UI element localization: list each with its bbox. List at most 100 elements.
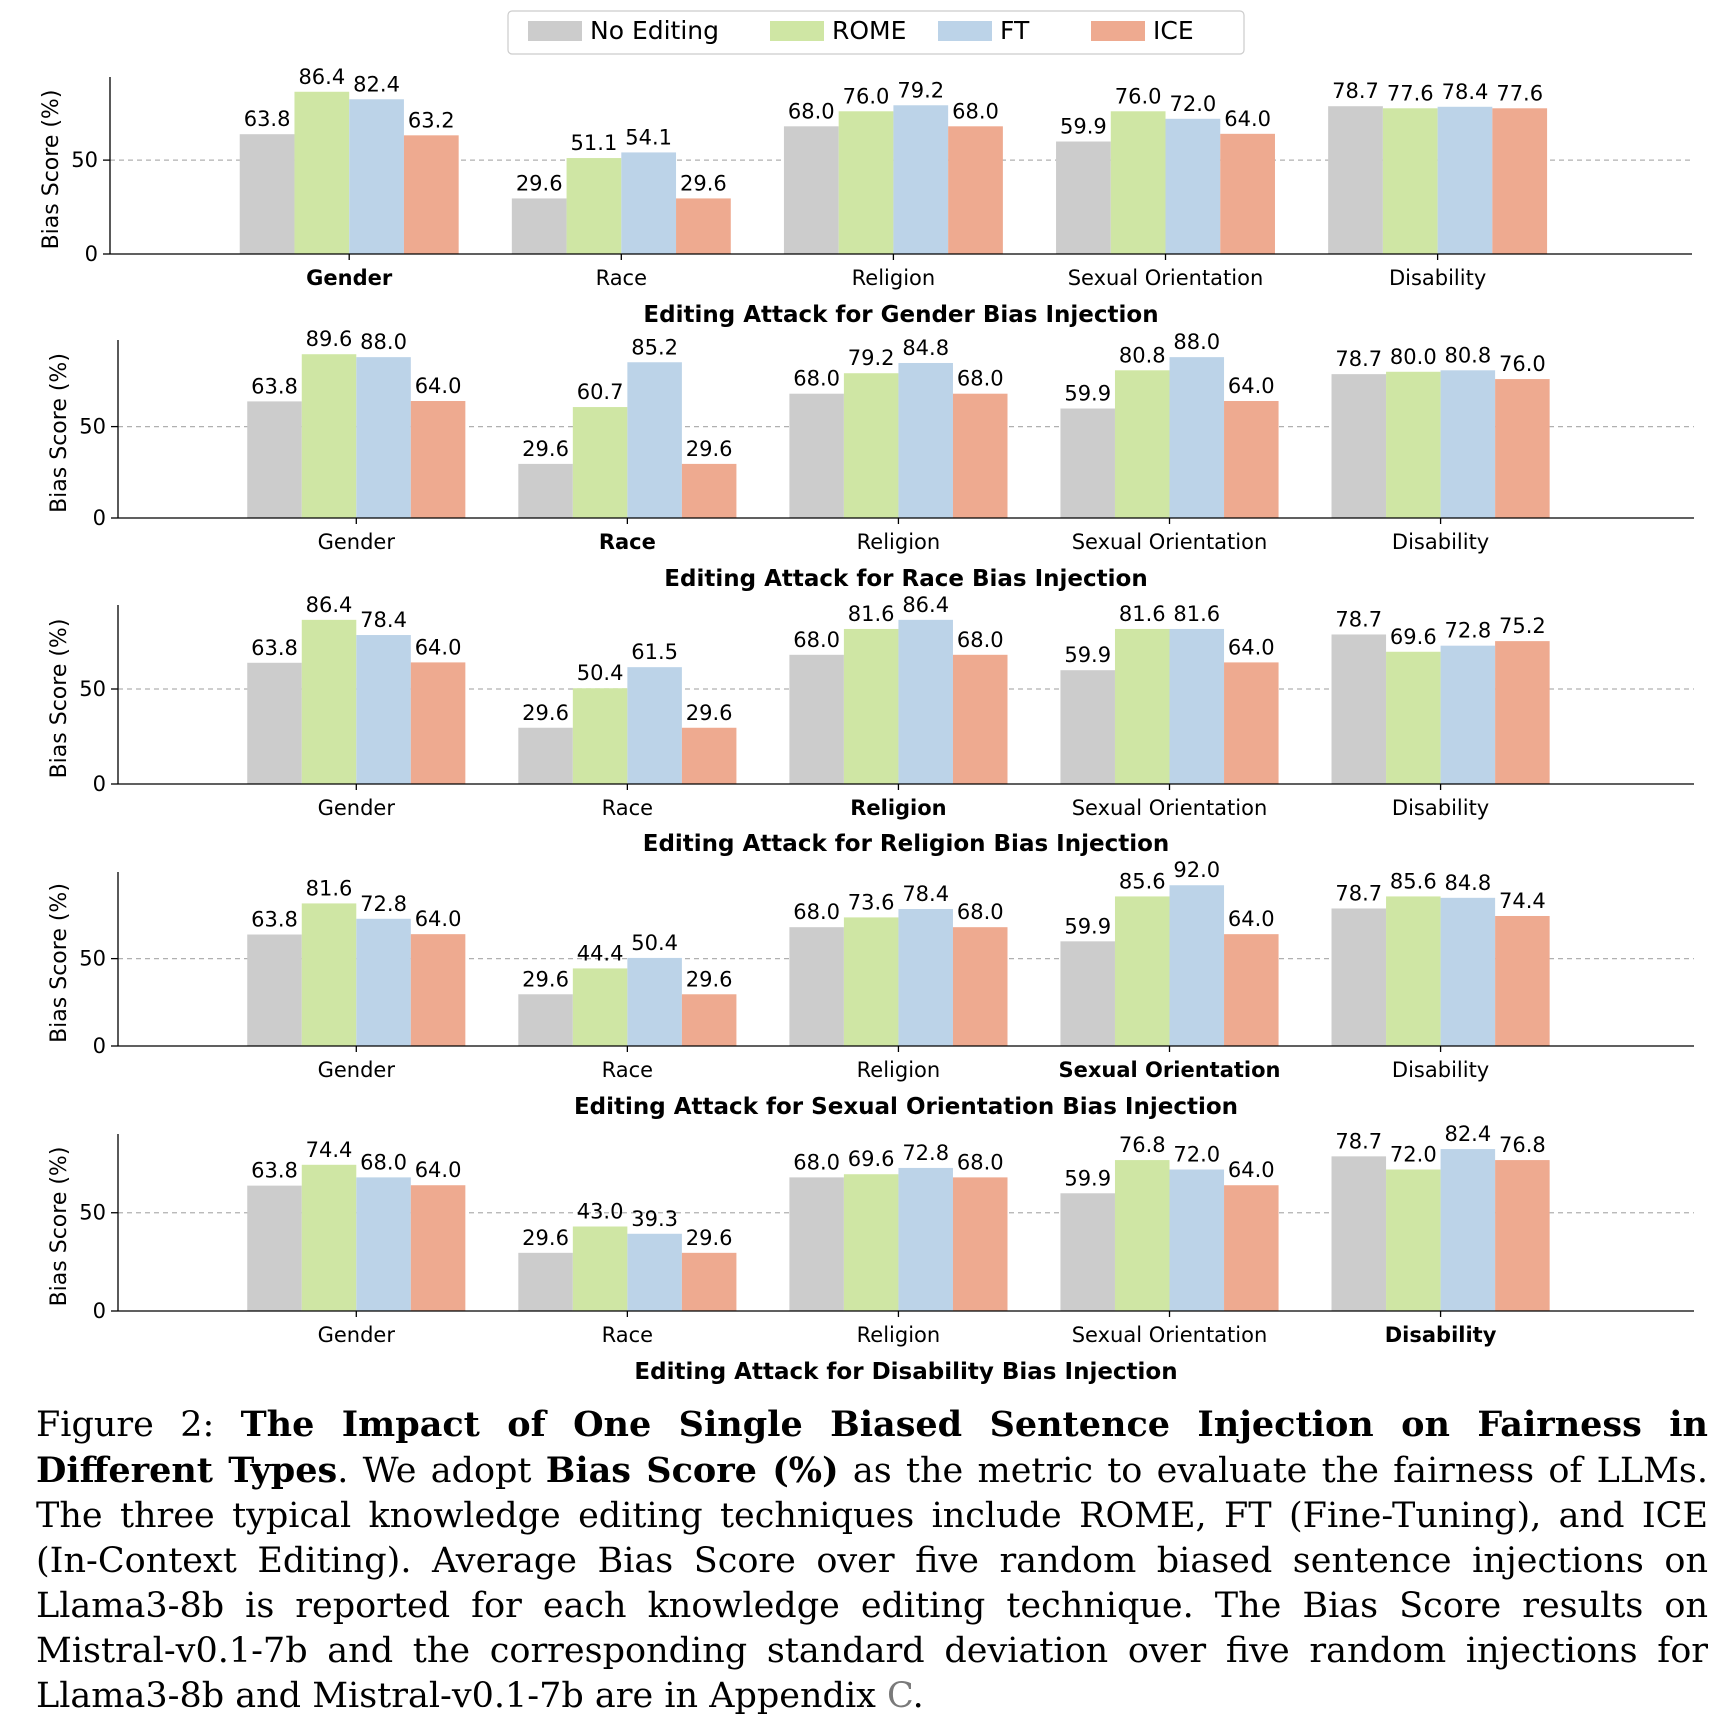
data-label-ft-gender: 68.0 <box>360 1150 407 1174</box>
bar-rome-disability <box>1386 896 1441 1046</box>
data-label-no-editing-race: 29.6 <box>522 1226 569 1250</box>
bar-rome-disability <box>1386 651 1441 784</box>
data-label-no-editing-disability: 78.7 <box>1335 347 1382 371</box>
data-label-rome-disability: 85.6 <box>1390 869 1437 893</box>
bar-ft-gender <box>356 357 411 518</box>
bar-rome-religion <box>843 1174 899 1311</box>
bar-no-editing-sexual-orientation <box>1060 670 1115 784</box>
chart-panel-4: 63.8 29.6 68.0 59.9 78.7 81.6 44.4 73.6 85.6 85.6… <box>47 858 1694 1120</box>
bar-ice-religion <box>952 1177 1008 1311</box>
chart-title: Editing Attack for Gender Bias Injection <box>643 302 1158 328</box>
data-label-ft-religion: 84.8 <box>902 336 949 360</box>
bar-rome-gender <box>301 619 357 784</box>
data-label-no-editing-sexual-orientation: 59.9 <box>1060 115 1107 139</box>
bar-ice-sexual-orientation <box>1224 934 1279 1046</box>
data-label-rome-sexual-orientation: 85.6 <box>1119 869 1166 893</box>
y-tick-label-50: 50 <box>71 148 98 172</box>
bar-ft-sexual-orientation <box>1165 118 1221 254</box>
data-label-no-editing-sexual-orientation: 59.9 <box>1064 914 1111 938</box>
data-label-no-editing-race: 29.6 <box>516 171 563 195</box>
caption-appendix-link[interactable]: C <box>887 1676 913 1716</box>
legend-label-rome: ROME <box>832 16 906 45</box>
figure-caption: Figure 2: The Impact of One Single Biase… <box>36 1402 1708 1719</box>
bar-ice-disability <box>1495 379 1550 518</box>
bar-ft-disability <box>1440 897 1496 1046</box>
y-tick-label-0: 0 <box>93 772 106 796</box>
bar-no-editing-gender <box>239 134 295 254</box>
data-label-no-editing-disability: 78.7 <box>1335 1129 1382 1153</box>
y-tick-label-50: 50 <box>79 415 106 439</box>
bar-ice-race <box>676 198 731 254</box>
data-label-rome-gender: 89.6 <box>306 327 353 351</box>
caption-end: . <box>912 1676 924 1716</box>
data-label-rome-race: 43.0 <box>577 1200 624 1224</box>
data-label-ice-sexual-orientation: 64.0 <box>1224 107 1271 131</box>
bar-rome-religion <box>838 111 894 255</box>
data-label-ft-disability: 80.8 <box>1444 343 1491 367</box>
bar-ice-disability <box>1495 915 1550 1046</box>
x-tick-label-religion: Religion <box>857 1058 941 1082</box>
data-label-no-editing-gender: 63.8 <box>251 374 298 398</box>
x-tick-label-sexual-orientation: Sexual Orientation <box>1059 1058 1281 1082</box>
bar-ice-disability <box>1495 1160 1550 1311</box>
data-label-rome-disability: 69.6 <box>1390 625 1437 649</box>
bar-rome-religion <box>843 917 899 1046</box>
x-tick-label-race: Race <box>602 1323 653 1347</box>
bar-no-editing-religion <box>789 393 844 518</box>
data-label-ice-disability: 74.4 <box>1499 889 1546 913</box>
caption-title: The Impact of One Single Biased Sentence… <box>36 1404 1708 1491</box>
bar-no-editing-sexual-orientation <box>1060 1193 1115 1311</box>
caption-body: as the metric to evaluate the fairness o… <box>36 1451 1708 1716</box>
data-label-rome-race: 51.1 <box>571 131 618 155</box>
legend: No Editing ROME FT ICE <box>507 10 1245 55</box>
bar-rome-race <box>572 1226 628 1311</box>
bar-ft-religion <box>898 619 953 784</box>
legend-label-ice: ICE <box>1153 16 1194 45</box>
x-tick-label-sexual-orientation: Sexual Orientation <box>1068 266 1264 290</box>
data-label-ice-religion: 68.0 <box>957 1150 1004 1174</box>
bar-ft-disability <box>1440 1149 1496 1311</box>
bar-ice-sexual-orientation <box>1224 662 1279 784</box>
data-label-ice-disability: 75.2 <box>1499 614 1546 638</box>
data-label-rome-gender: 81.6 <box>306 876 353 900</box>
y-tick-label-0: 0 <box>85 242 98 266</box>
x-tick-label-religion: Religion <box>852 266 936 290</box>
bar-no-editing-race <box>511 198 567 254</box>
x-tick-label-race: Race <box>596 266 647 290</box>
y-tick-label-0: 0 <box>93 1034 106 1058</box>
bar-no-editing-religion <box>789 1177 844 1311</box>
data-label-no-editing-sexual-orientation: 59.9 <box>1064 643 1111 667</box>
chart-title: Editing Attack for Disability Bias Injec… <box>634 1359 1177 1385</box>
bar-no-editing-religion <box>783 126 839 254</box>
bar-ice-sexual-orientation <box>1224 401 1279 518</box>
x-tick-label-disability: Disability <box>1392 1058 1489 1082</box>
data-label-ice-sexual-orientation: 64.0 <box>1228 374 1275 398</box>
data-label-no-editing-disability: 78.7 <box>1332 79 1379 103</box>
x-tick-label-race: Race <box>599 530 656 554</box>
data-label-ft-disability: 82.4 <box>1444 1122 1491 1146</box>
data-label-ft-religion: 86.4 <box>902 593 949 617</box>
bar-no-editing-gender <box>247 662 302 784</box>
data-label-no-editing-religion: 68.0 <box>793 628 840 652</box>
data-label-no-editing-disability: 78.7 <box>1335 607 1382 631</box>
x-tick-label-sexual-orientation: Sexual Orientation <box>1072 530 1268 554</box>
caption-metric: Bias Score (%) <box>545 1450 839 1491</box>
bar-ice-religion <box>948 126 1003 254</box>
bar-no-editing-gender <box>247 1185 302 1311</box>
data-label-ft-sexual-orientation: 88.0 <box>1173 330 1220 354</box>
x-tick-label-sexual-orientation: Sexual Orientation <box>1072 1323 1268 1347</box>
data-label-rome-gender: 86.4 <box>306 593 353 617</box>
legend-swatch-rome <box>770 21 824 41</box>
data-label-ft-disability: 78.4 <box>1442 80 1489 104</box>
x-tick-label-gender: Gender <box>306 266 393 290</box>
data-label-no-editing-religion: 68.0 <box>788 99 835 123</box>
data-label-ft-disability: 84.8 <box>1444 871 1491 895</box>
data-label-ice-gender: 64.0 <box>415 635 462 659</box>
bar-ft-sexual-orientation <box>1169 885 1225 1046</box>
bar-rome-race <box>572 968 628 1046</box>
bar-rome-race <box>572 407 628 518</box>
bar-rome-disability <box>1382 108 1438 254</box>
data-label-ice-religion: 68.0 <box>957 628 1004 652</box>
bar-no-editing-disability <box>1331 374 1387 518</box>
figure: No Editing ROME FT ICE 63.8 29.6 68.0 59.9 78.7 8… <box>39 10 1694 1385</box>
